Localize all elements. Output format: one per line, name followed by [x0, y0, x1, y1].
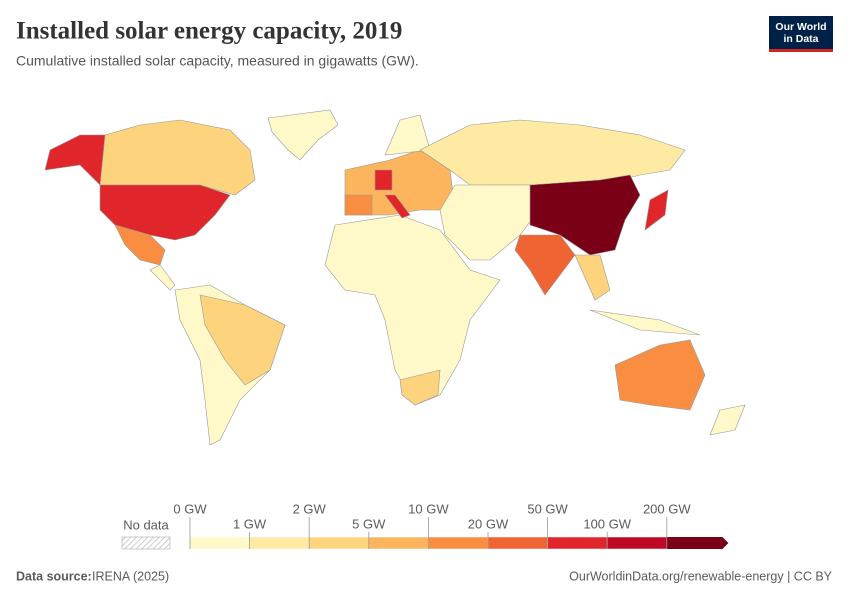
legend-label: 50 GW — [527, 501, 568, 516]
legend-swatch — [547, 536, 608, 550]
source-label: Data source: — [16, 569, 92, 583]
legend-swatch — [249, 536, 310, 550]
legend-swatch — [428, 536, 489, 550]
legend-label: 10 GW — [408, 501, 449, 516]
country — [529, 174, 641, 256]
logo-text[interactable]: in Data — [783, 33, 818, 45]
legend-swatch — [189, 536, 250, 550]
country — [384, 114, 431, 156]
legend-swatch — [487, 536, 548, 550]
logo-box[interactable] — [769, 16, 833, 50]
legend-swatch — [368, 536, 429, 550]
logo[interactable]: Our World in Data — [769, 16, 833, 52]
country — [99, 184, 231, 241]
country — [399, 369, 441, 406]
world-map — [44, 109, 746, 446]
legend-no-data-label: No data — [123, 517, 169, 532]
country — [99, 119, 256, 196]
country — [614, 339, 706, 411]
legend-label: 2 GW — [293, 501, 327, 516]
source: IRENA (2025) — [92, 569, 169, 583]
legend-label: 100 GW — [583, 516, 631, 531]
country — [324, 214, 501, 406]
legend-swatch — [666, 537, 729, 549]
legend-swatch — [606, 536, 668, 550]
logo-text[interactable]: Our World — [775, 21, 826, 33]
source-url[interactable]: OurWorldinData.org/renewable-energy | CC… — [569, 569, 833, 583]
country — [419, 119, 686, 186]
country — [589, 309, 701, 336]
country — [344, 194, 373, 216]
country — [384, 194, 411, 219]
title: Installed solar energy capacity, 2019 — [16, 18, 402, 45]
country — [514, 234, 576, 296]
country — [149, 264, 176, 291]
legend-label: 200 GW — [643, 501, 691, 516]
country — [709, 404, 746, 436]
legend-label: 1 GW — [233, 516, 267, 531]
legend-label: 5 GW — [352, 516, 386, 531]
legend: 0 GW 1 GW 2 GW 5 GW 10 GW 20 GW 50 GW 100 GW 200… — [173, 501, 729, 550]
subtitle: Cumulative installed solar capacity, mea… — [16, 53, 419, 69]
country — [574, 254, 611, 301]
legend-no-data-swatch — [121, 536, 171, 550]
country — [374, 169, 393, 191]
logo-underline[interactable] — [769, 49, 833, 52]
country — [644, 189, 669, 231]
country — [199, 294, 286, 386]
legend-label: 0 GW — [173, 501, 207, 516]
legend-swatch — [308, 536, 370, 550]
country — [44, 134, 106, 186]
country — [267, 109, 339, 161]
legend-label: 20 GW — [468, 516, 509, 531]
